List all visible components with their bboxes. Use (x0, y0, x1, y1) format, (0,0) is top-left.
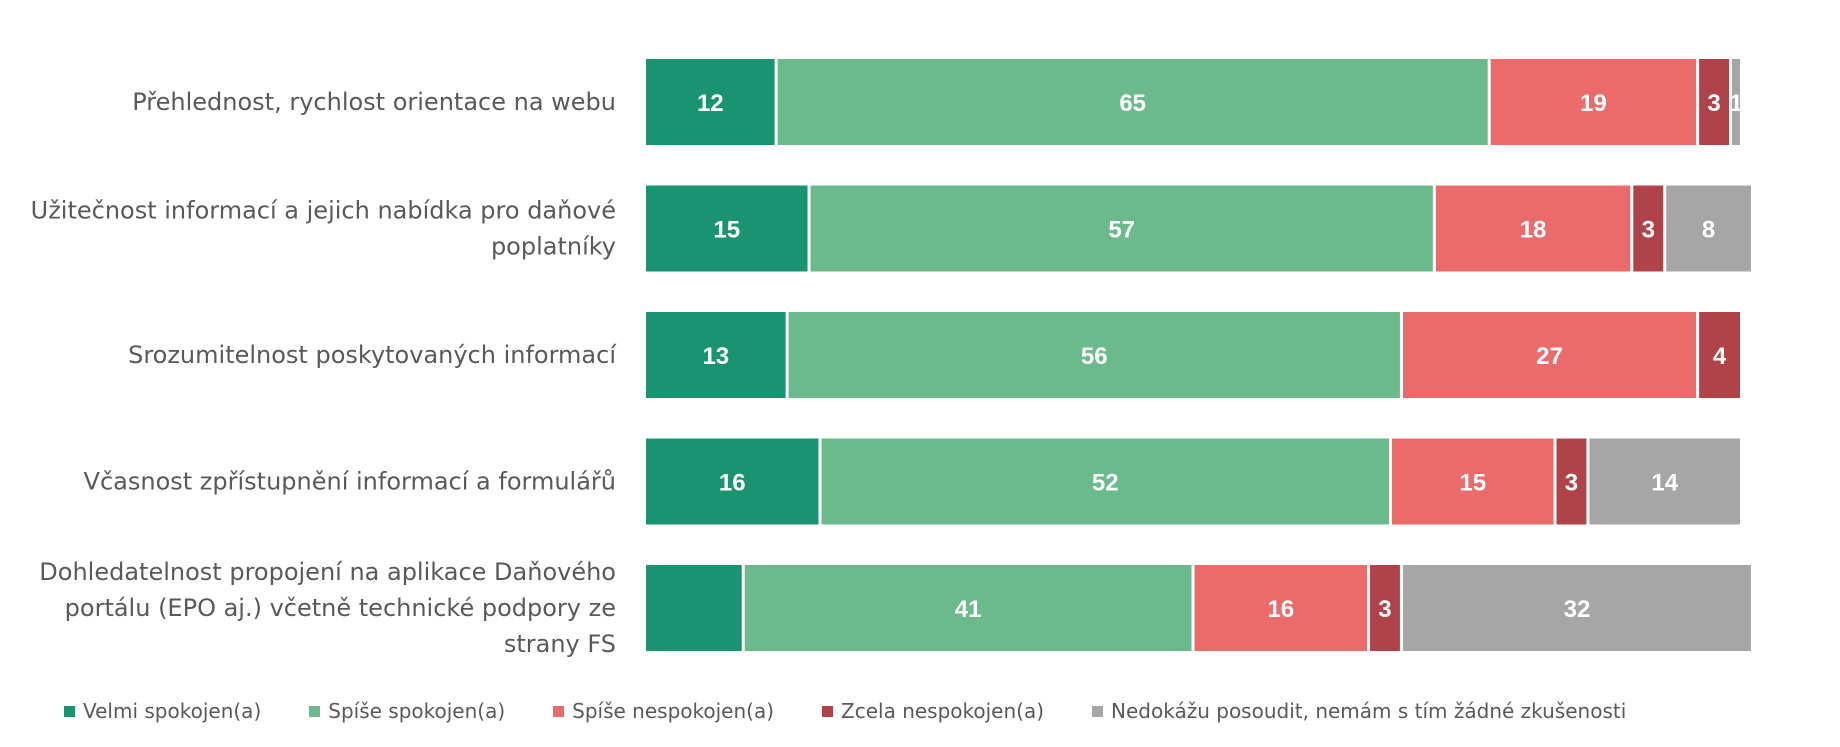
data-label: 15 (1459, 470, 1486, 497)
bar-segment (821, 438, 1389, 525)
legend-swatch (309, 705, 321, 717)
data-label: 4 (1713, 343, 1727, 370)
bar-segment (1699, 59, 1730, 145)
data-label: 3 (1378, 596, 1391, 623)
bar-segment (1194, 565, 1368, 651)
bar-segment (777, 59, 1488, 145)
data-label: 12 (697, 90, 724, 117)
bar-segment (646, 185, 808, 272)
bar-segment (1435, 185, 1631, 272)
legend-item: Velmi spokojen(a) (64, 699, 261, 723)
data-label: 16 (719, 470, 746, 497)
data-label: 3 (1565, 470, 1578, 497)
data-label: 41 (955, 596, 982, 623)
bar-segment (810, 185, 1433, 272)
legend-swatch (553, 705, 565, 717)
legend-item: Spíše spokojen(a) (309, 699, 505, 723)
legend-label: Spíše nespokojen(a) (572, 699, 775, 723)
data-label: 56 (1081, 343, 1108, 370)
bar-segment (646, 565, 742, 651)
bar-segment (646, 312, 786, 398)
data-label: 32 (1564, 596, 1591, 623)
bar-segment (1633, 185, 1664, 272)
bar-segment (1402, 312, 1697, 398)
legend-label: Nedokážu posoudit, nemám s tím žádné zku… (1111, 699, 1627, 723)
data-label: 65 (1119, 90, 1146, 117)
legend: Velmi spokojen(a) Spíše spokojen(a) Spíše … (64, 695, 1674, 727)
bar-segment (1699, 312, 1740, 398)
legend-label: Velmi spokojen(a) (83, 699, 262, 723)
data-label: 18 (1520, 217, 1547, 244)
data-label: 3 (1707, 90, 1720, 117)
data-label: 3 (1642, 217, 1655, 244)
legend-label: Spíše spokojen(a) (328, 699, 506, 723)
bar-segment (646, 438, 819, 525)
bar-segment (1370, 565, 1400, 651)
data-label: 15 (713, 217, 740, 244)
bar-segment (744, 565, 1192, 651)
bar-segment (1391, 438, 1554, 525)
bar-segment (646, 59, 775, 145)
category-label: Užitečnost informací a jejich nabídka pr… (31, 197, 616, 261)
category-labels: Přehlednost, rychlost orientace na webu U… (31, 88, 618, 658)
legend-item: Nedokážu posoudit, nemám s tím žádné zku… (1092, 699, 1626, 723)
category-label: Včasnost zpřístupnění informací a formul… (84, 468, 616, 496)
data-label: 52 (1092, 470, 1119, 497)
category-label: Dohledatelnost propojení na aplikace Daň… (39, 558, 616, 658)
data-label: 27 (1536, 343, 1563, 370)
data-label: 1 (1729, 90, 1742, 117)
data-label: 14 (1651, 470, 1678, 497)
data-label: 57 (1108, 217, 1135, 244)
data-label: 16 (1267, 596, 1294, 623)
category-label: Srozumitelnost poskytovaných informací (128, 341, 617, 369)
legend-item: Spíše nespokojen(a) (553, 699, 774, 723)
bar-segment (1556, 438, 1587, 525)
data-label: 19 (1580, 90, 1607, 117)
bar-segment (788, 312, 1400, 398)
category-label: Přehlednost, rychlost orientace na webu (132, 88, 616, 116)
legend-label: Zcela nespokojen(a) (841, 699, 1045, 723)
data-label: 8 (1702, 217, 1715, 244)
bar-segment (1490, 59, 1697, 145)
bar-segment (1732, 59, 1740, 145)
legend-swatch (64, 705, 75, 717)
bar-segment (1589, 438, 1740, 525)
legend-swatch (822, 705, 834, 717)
bar-segment (1402, 565, 1751, 651)
legend-swatch (1092, 705, 1104, 717)
bar-segment (1666, 185, 1751, 272)
data-label: 13 (702, 343, 729, 370)
legend-item: Zcela nespokojen(a) (822, 699, 1044, 723)
